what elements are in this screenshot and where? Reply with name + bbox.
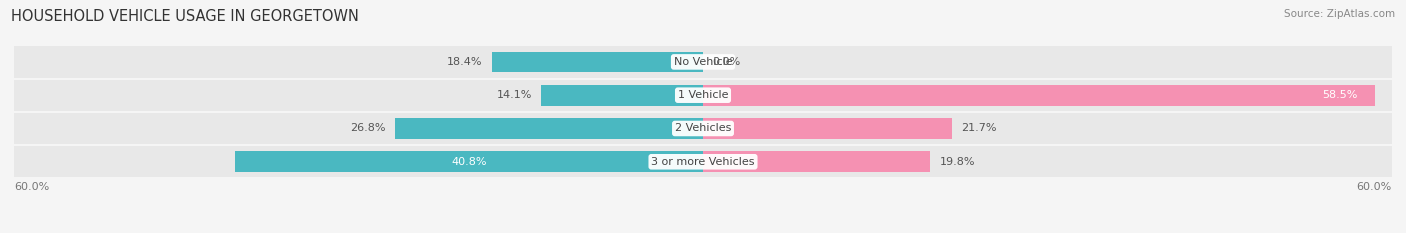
Bar — [14, 113, 703, 144]
Bar — [492, 51, 703, 72]
Bar — [395, 118, 703, 139]
Text: 14.1%: 14.1% — [496, 90, 531, 100]
Bar — [14, 146, 703, 177]
Text: 26.8%: 26.8% — [350, 123, 387, 134]
Text: No Vehicle: No Vehicle — [673, 57, 733, 67]
Text: 40.8%: 40.8% — [451, 157, 486, 167]
Bar — [703, 113, 1392, 144]
Text: 0.0%: 0.0% — [713, 57, 741, 67]
Bar — [703, 151, 931, 172]
Text: 19.8%: 19.8% — [939, 157, 974, 167]
Bar — [703, 46, 1392, 78]
Text: 58.5%: 58.5% — [1322, 90, 1358, 100]
Text: 18.4%: 18.4% — [447, 57, 482, 67]
Text: 1 Vehicle: 1 Vehicle — [678, 90, 728, 100]
Bar — [235, 151, 703, 172]
Text: 2 Vehicles: 2 Vehicles — [675, 123, 731, 134]
Bar — [14, 79, 703, 111]
Bar — [703, 118, 952, 139]
Bar — [703, 79, 1392, 111]
Text: 60.0%: 60.0% — [1357, 182, 1392, 192]
Bar — [14, 46, 703, 78]
Legend: Owner-occupied, Renter-occupied: Owner-occupied, Renter-occupied — [585, 230, 821, 233]
Text: HOUSEHOLD VEHICLE USAGE IN GEORGETOWN: HOUSEHOLD VEHICLE USAGE IN GEORGETOWN — [11, 9, 359, 24]
Text: 3 or more Vehicles: 3 or more Vehicles — [651, 157, 755, 167]
Text: 21.7%: 21.7% — [962, 123, 997, 134]
Bar — [703, 85, 1375, 106]
Text: Source: ZipAtlas.com: Source: ZipAtlas.com — [1284, 9, 1395, 19]
Bar — [541, 85, 703, 106]
Bar — [703, 146, 1392, 177]
Text: 60.0%: 60.0% — [14, 182, 49, 192]
